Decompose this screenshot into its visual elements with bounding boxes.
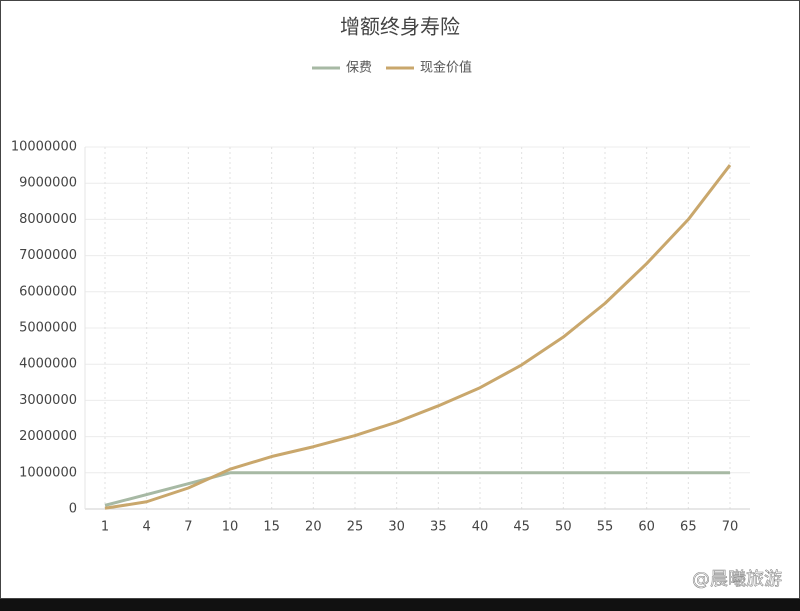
x-tick-label: 10 — [222, 520, 239, 535]
x-tick-label: 30 — [388, 520, 405, 535]
x-tick-label: 70 — [722, 520, 739, 535]
y-tick-label: 7000000 — [19, 248, 77, 263]
y-tick-label: 9000000 — [19, 176, 77, 191]
x-tick-label: 50 — [555, 520, 572, 535]
x-tick-label: 65 — [680, 520, 697, 535]
chart-title: 增额终身寿险 — [340, 15, 460, 39]
x-tick-label: 25 — [347, 520, 364, 535]
legend-label: 现金价值 — [420, 60, 472, 76]
y-tick-label: 5000000 — [19, 321, 77, 336]
x-tick-label: 4 — [143, 520, 151, 535]
x-tick-label: 15 — [263, 520, 280, 535]
y-tick-label: 3000000 — [19, 393, 77, 408]
legend-label: 保费 — [346, 61, 372, 76]
y-tick-label: 10000000 — [11, 140, 77, 155]
y-tick-label: 2000000 — [19, 429, 77, 444]
y-tick-label: 0 — [69, 502, 77, 517]
bottom-strip — [0, 599, 800, 611]
x-tick-label: 35 — [430, 520, 447, 535]
y-tick-label: 4000000 — [19, 357, 77, 372]
series-line — [104, 164, 732, 510]
x-tick-label: 60 — [638, 520, 655, 535]
watermark: @晨曦旅游 — [692, 569, 782, 590]
x-tick-label: 7 — [184, 520, 192, 535]
x-tick-label: 45 — [513, 520, 530, 535]
y-tick-label: 1000000 — [19, 465, 77, 480]
x-tick-label: 55 — [597, 520, 614, 535]
x-tick-label: 40 — [472, 520, 489, 535]
x-tick-label: 1 — [101, 520, 109, 535]
y-tick-label: 6000000 — [19, 284, 77, 299]
y-tick-label: 8000000 — [19, 212, 77, 227]
x-tick-label: 20 — [305, 520, 322, 535]
